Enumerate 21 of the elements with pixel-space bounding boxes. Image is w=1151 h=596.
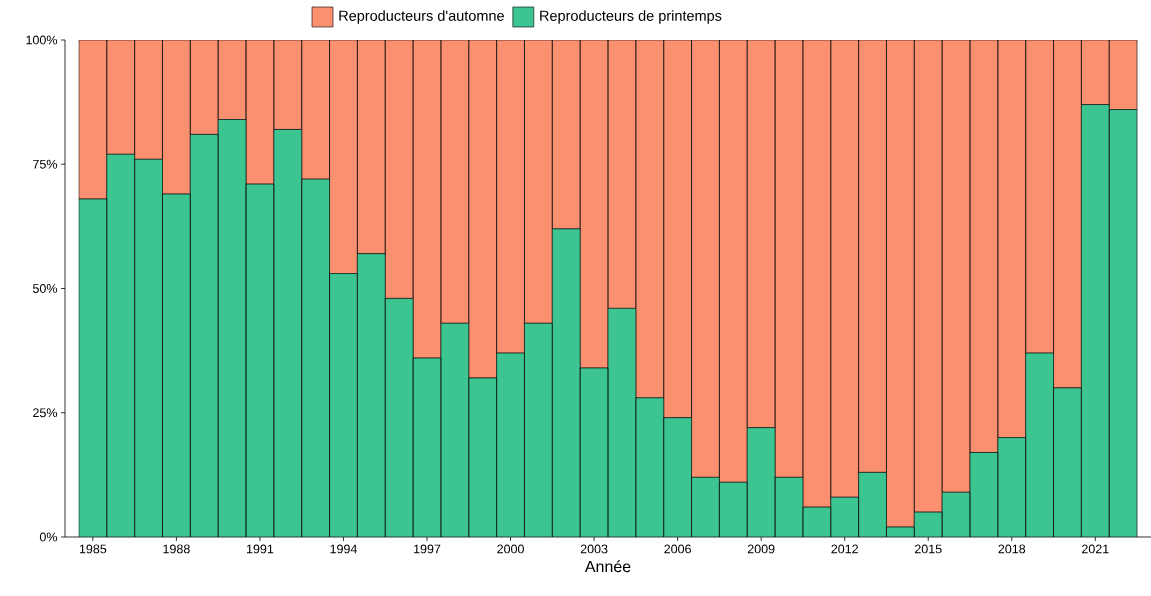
legend-label: Reproducteurs de printemps — [540, 10, 722, 24]
x-tick-label: 2012 — [831, 544, 858, 554]
y-tick-label: 50% — [32, 284, 58, 293]
x-tick-label: 2000 — [497, 544, 524, 554]
series-label: Reproducteurs d'automne — [339, 10, 504, 24]
x-tick-label: 2015 — [914, 544, 942, 554]
y-tick-label: 25% — [33, 408, 58, 418]
x-tick-label: 1994 — [330, 544, 357, 554]
x-axis-title: Année — [584, 560, 631, 573]
x-tick-label: 2006 — [664, 544, 691, 554]
x-tick-label: 1985 — [79, 544, 107, 554]
x-tick-label: 2021 — [1082, 544, 1109, 554]
x-tick-label: 1991 — [246, 544, 274, 554]
x-tick-label: 1997 — [414, 544, 441, 554]
y-tick-label: 75% — [33, 159, 58, 169]
x-tick-label: 1988 — [163, 544, 190, 554]
y-tick-label: 0% — [39, 532, 58, 542]
x-tick-label: 2018 — [998, 544, 1026, 554]
y-tick-label: 100% — [26, 35, 58, 45]
x-tick-label: 2009 — [747, 544, 775, 554]
x-tick-label: 2003 — [580, 544, 608, 554]
